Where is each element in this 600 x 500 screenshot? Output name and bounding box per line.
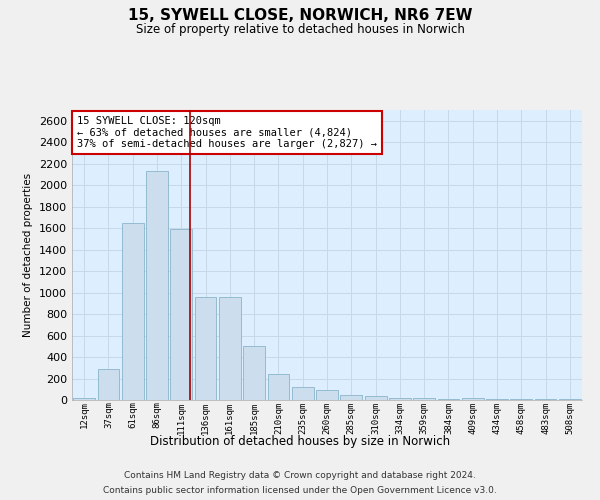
Bar bbox=[316, 390, 338, 400]
Y-axis label: Number of detached properties: Number of detached properties bbox=[23, 173, 34, 337]
Bar bbox=[243, 346, 265, 400]
Text: Contains public sector information licensed under the Open Government Licence v3: Contains public sector information licen… bbox=[103, 486, 497, 495]
Bar bbox=[194, 297, 217, 400]
Text: Contains HM Land Registry data © Crown copyright and database right 2024.: Contains HM Land Registry data © Crown c… bbox=[124, 471, 476, 480]
Bar bbox=[219, 297, 241, 400]
Bar bbox=[559, 398, 581, 400]
Bar bbox=[146, 171, 168, 400]
Bar bbox=[97, 369, 119, 400]
Bar bbox=[462, 398, 484, 400]
Bar bbox=[511, 398, 532, 400]
Bar bbox=[437, 399, 460, 400]
Text: 15 SYWELL CLOSE: 120sqm
← 63% of detached houses are smaller (4,824)
37% of semi: 15 SYWELL CLOSE: 120sqm ← 63% of detache… bbox=[77, 116, 377, 149]
Text: 15, SYWELL CLOSE, NORWICH, NR6 7EW: 15, SYWELL CLOSE, NORWICH, NR6 7EW bbox=[128, 8, 472, 22]
Bar bbox=[268, 374, 289, 400]
Bar bbox=[73, 398, 95, 400]
Text: Size of property relative to detached houses in Norwich: Size of property relative to detached ho… bbox=[136, 22, 464, 36]
Bar bbox=[389, 398, 411, 400]
Bar bbox=[170, 229, 192, 400]
Text: Distribution of detached houses by size in Norwich: Distribution of detached houses by size … bbox=[150, 435, 450, 448]
Bar bbox=[122, 223, 143, 400]
Bar bbox=[365, 396, 386, 400]
Bar bbox=[340, 395, 362, 400]
Bar bbox=[292, 387, 314, 400]
Bar bbox=[413, 398, 435, 400]
